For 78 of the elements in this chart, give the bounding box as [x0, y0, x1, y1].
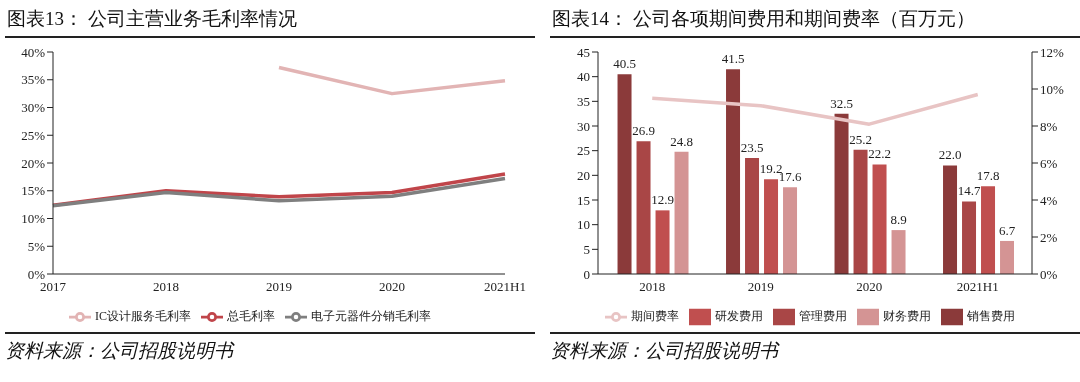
legend-label: 期间费率 — [631, 308, 679, 323]
y-tick-label: 0 — [583, 266, 590, 282]
data-label: 22.2 — [868, 146, 891, 162]
bar — [726, 69, 741, 274]
y-tick-label: 20% — [21, 155, 46, 171]
y-tick-label: 10% — [21, 211, 46, 227]
data-label: 6.7 — [998, 222, 1016, 238]
y-tick-label: 30% — [21, 100, 46, 116]
data-label: 23.5 — [740, 140, 764, 156]
data-label: 8.9 — [890, 212, 907, 228]
y-tick-label: 40 — [577, 69, 590, 85]
x-tick-label: 2018 — [153, 279, 179, 295]
line-series — [650, 92, 980, 126]
legend-label: 财务费用 — [883, 308, 931, 323]
x-tick-label: 2019 — [266, 279, 292, 295]
bar — [872, 164, 887, 274]
bar — [655, 210, 670, 274]
y-tick-label: 15% — [21, 183, 46, 199]
y-tick-label: 5% — [27, 238, 46, 254]
legend-label: IC设计服务毛利率 — [95, 308, 191, 323]
x-tick-label: 2018 — [639, 279, 666, 295]
y2-tick-label: 10% — [1040, 81, 1064, 97]
bar — [783, 187, 798, 274]
bar — [745, 158, 760, 274]
data-label: 22.0 — [938, 147, 962, 163]
x-tick-label: 2020 — [379, 279, 405, 295]
y-tick-label: 10 — [577, 217, 590, 233]
chart-title: 图表14： 公司各项期间费用和期间费率（百万元） — [550, 0, 1080, 38]
data-label: 26.9 — [632, 123, 655, 139]
legend-label: 总毛利率 — [227, 308, 275, 323]
y-tick-label: 15 — [577, 192, 590, 208]
bar — [962, 201, 977, 274]
bar — [891, 230, 906, 274]
x-tick-label: 2019 — [747, 279, 774, 295]
y2-tick-label: 8% — [1040, 118, 1058, 134]
data-label: 14.7 — [957, 183, 981, 199]
data-label: 24.8 — [670, 133, 693, 149]
text: 资料来源：公司招股说明书 — [5, 339, 236, 363]
y2-tick-label: 4% — [1040, 192, 1058, 208]
text: 资料来源：公司招股说明书 — [550, 339, 781, 363]
x-tick-label: 2021H1 — [484, 279, 526, 295]
bar — [981, 186, 996, 274]
y-tick-label: 30 — [577, 118, 590, 134]
legend-label: 研发费用 — [715, 308, 763, 323]
y2-tick-label: 12% — [1040, 44, 1064, 60]
y-tick-label: 35 — [577, 93, 590, 109]
legend-label: 管理费用 — [799, 308, 847, 323]
chart-title: 图表13： 公司主营业务毛利率情况 — [5, 0, 535, 38]
data-label: 32.5 — [830, 95, 853, 111]
x-tick-label: 2017 — [40, 279, 67, 295]
y2-tick-label: 6% — [1040, 155, 1058, 171]
data-label: 25.2 — [849, 131, 872, 147]
y-tick-label: 35% — [21, 72, 46, 88]
bar — [674, 151, 689, 274]
bar — [764, 179, 779, 274]
x-tick-label: 2020 — [856, 279, 883, 295]
bar — [636, 141, 651, 274]
bar — [943, 165, 958, 274]
data-label: 12.9 — [651, 192, 674, 208]
legend-label: 电子元器件分销毛利率 — [311, 308, 431, 323]
data-label: 17.8 — [976, 168, 1000, 184]
y-tick-label: 5 — [583, 241, 590, 257]
legend-label: 销售费用 — [967, 308, 1015, 323]
y2-tick-label: 2% — [1040, 229, 1058, 245]
y-tick-label: 20 — [577, 167, 590, 183]
y-tick-label: 25% — [21, 127, 46, 143]
bar — [853, 149, 868, 274]
bar — [617, 74, 632, 274]
x-tick-label: 2021H1 — [956, 279, 999, 295]
y-tick-label: 40% — [21, 44, 46, 60]
y-tick-label: 0% — [27, 266, 46, 282]
data-label: 40.5 — [613, 56, 636, 72]
data-label: 41.5 — [721, 51, 745, 67]
y-tick-label: 45 — [577, 44, 590, 60]
bar — [834, 113, 849, 274]
y2-tick-label: 0% — [1040, 266, 1058, 282]
y-tick-label: 25 — [577, 143, 590, 159]
bar — [1000, 240, 1015, 274]
